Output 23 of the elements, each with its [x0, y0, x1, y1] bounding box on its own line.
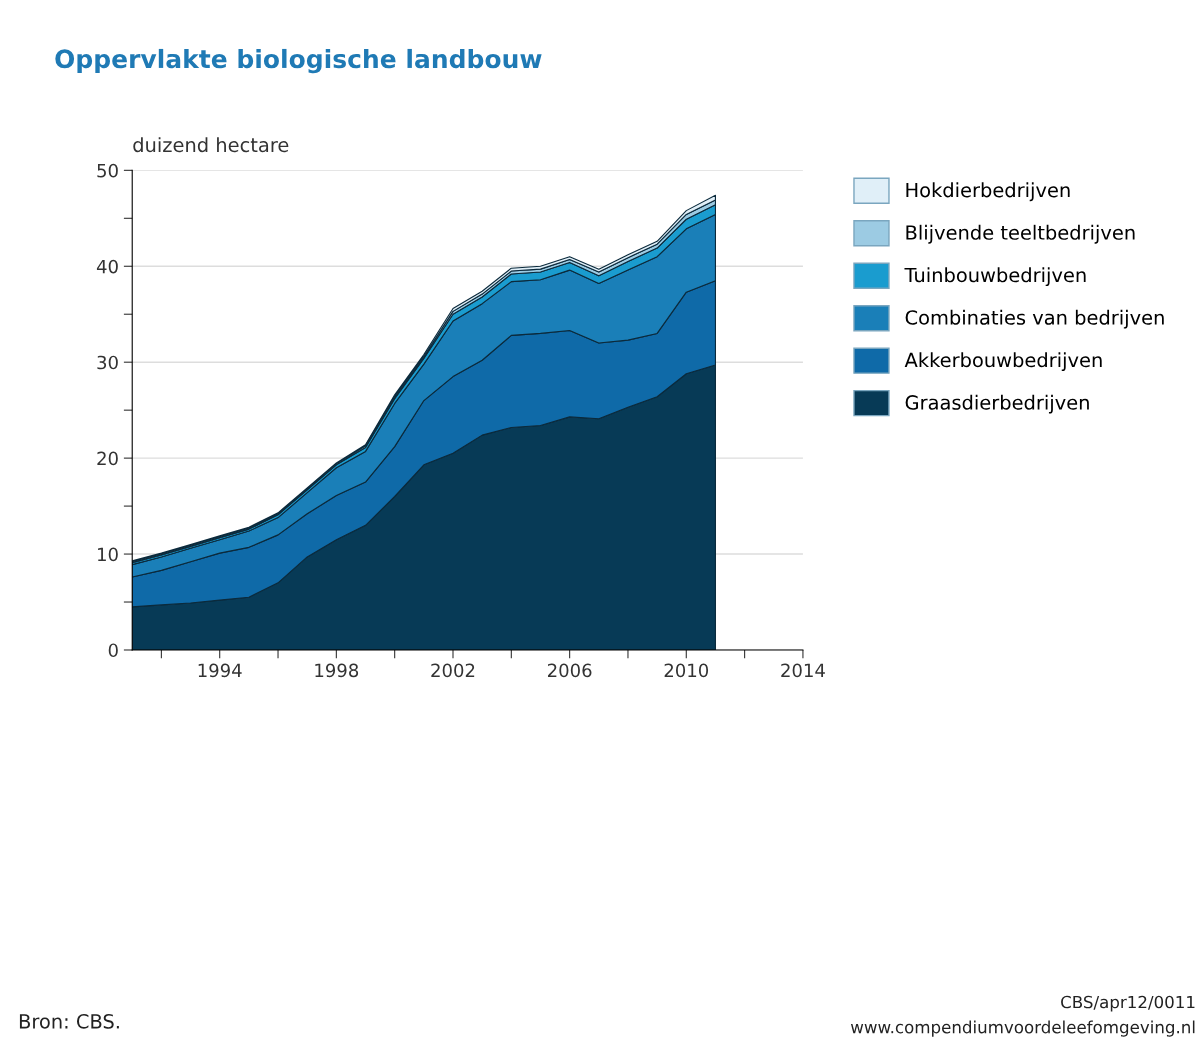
text: CBS/apr12/0011 [1061, 995, 1195, 1012]
x-tick-label: 2006 [547, 663, 592, 678]
y-tick-label: 10 [98, 547, 118, 562]
text: Bron: CBS. [19, 1013, 119, 1029]
x-tick-label: 2014 [781, 663, 825, 678]
legend-label: Blijvende teeltbedrijven [906, 224, 1135, 244]
legend-label: Akkerbouwbedrijven [904, 352, 1102, 372]
text: www.compendiumvoordeleefomgeving.nl [850, 1020, 1195, 1037]
y-tick-label: 40 [96, 259, 118, 274]
y-tick-label: 50 [97, 163, 118, 178]
legend-label: Tuinbouwbedrijven [904, 267, 1086, 287]
x-tick-label: 1994 [198, 663, 242, 678]
legend-label: Hokdierbedrijven [906, 182, 1070, 202]
x-tick-label: 2002 [431, 663, 475, 678]
x-tick-label: 2010 [664, 663, 709, 678]
chart-title: Oppervlakte biologische landbouw [55, 48, 542, 74]
x-tick-label: 1998 [315, 663, 359, 678]
y-axis-title: duizend hectare [133, 137, 289, 153]
y-tick-label: 0 [108, 643, 118, 658]
y-tick-label: 20 [97, 451, 118, 466]
y-tick-label: 30 [97, 355, 118, 370]
legend-label: Graasdierbedrijven [905, 394, 1089, 414]
legend-label: Combinaties van bedrijven [905, 309, 1164, 329]
